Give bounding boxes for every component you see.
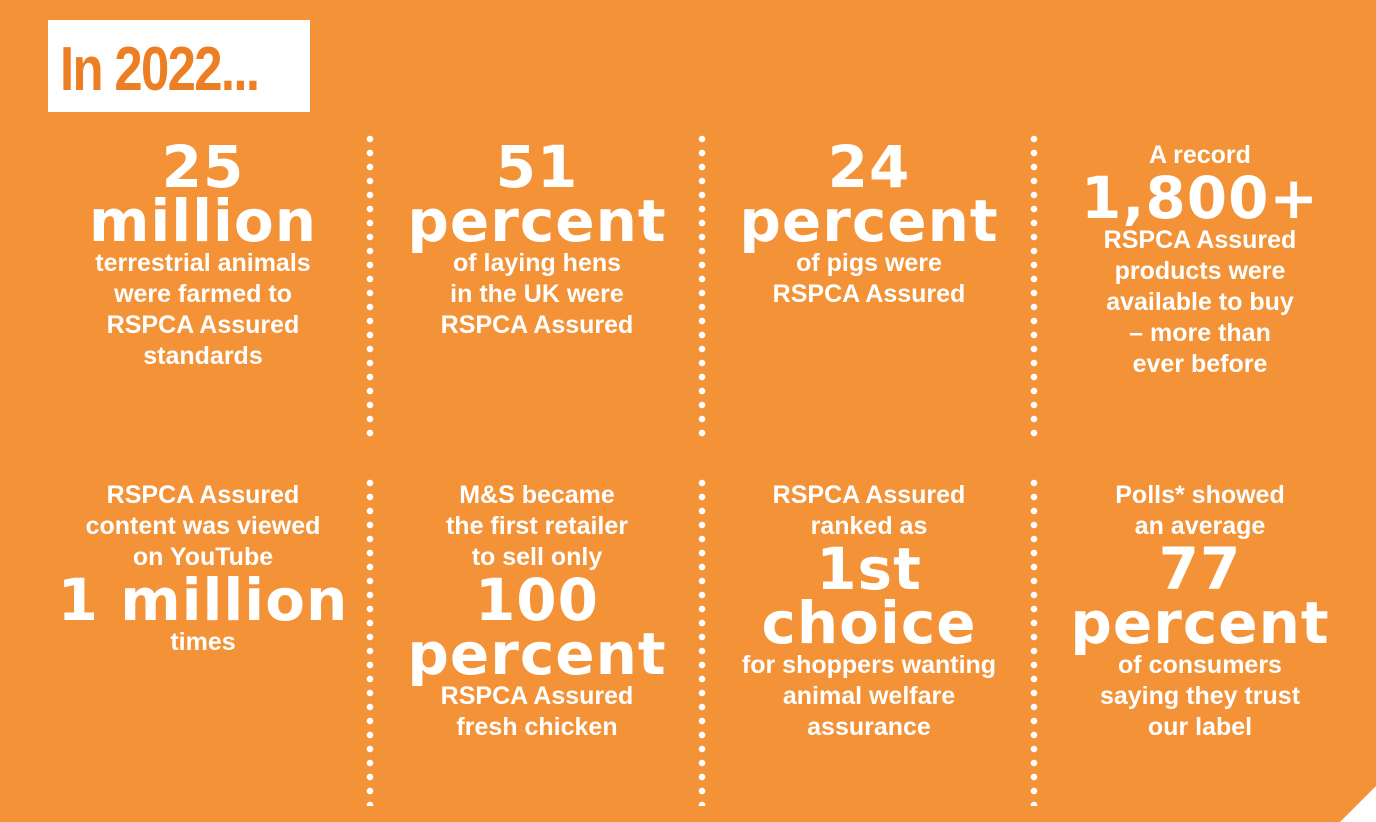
stat-caption: RSPCA Assured	[1103, 226, 1297, 254]
stat-intro: on YouTube	[132, 543, 274, 571]
stat-cell: RSPCA Assured content was viewed on YouTub…	[38, 480, 368, 658]
stat-cell: RSPCA Assured ranked as 1st choice for shopp…	[704, 480, 1034, 743]
divider	[366, 476, 374, 806]
stat-figure: 1,800+	[1080, 164, 1320, 232]
title-box: In 2022...	[48, 20, 310, 112]
corner-cut	[1340, 786, 1376, 822]
stat-intro: Polls* showed	[1115, 481, 1285, 509]
stat-figure: percent	[407, 187, 667, 255]
stat-figure: 51	[495, 133, 579, 201]
divider	[698, 132, 706, 437]
stat-figure: percent	[407, 620, 667, 688]
stat-figure: choice	[761, 589, 977, 657]
stat-caption: RSPCA Assured	[440, 311, 634, 339]
stat-intro: to sell only	[471, 543, 603, 571]
stat-intro: A record	[1149, 141, 1251, 169]
stat-cell: 24 percent of pigs were RSPCA Assured	[704, 133, 1034, 310]
stat-caption: ever before	[1132, 350, 1268, 378]
stat-caption: fresh chicken	[456, 713, 618, 741]
stat-intro: RSPCA Assured	[772, 481, 966, 509]
stat-cell: M&S became the first retailer to sell only…	[372, 480, 702, 743]
stat-caption: products were	[1114, 257, 1286, 285]
stat-cell: A record 1,800+ RSPCA Assured products were…	[1035, 140, 1365, 380]
stat-figure: million	[88, 187, 318, 255]
divider	[1030, 132, 1038, 437]
stat-cell: 25 million terrestrial animals were farmed …	[38, 133, 368, 372]
stat-caption: times	[170, 628, 236, 656]
stat-caption: standards	[143, 342, 263, 370]
stat-figure: 77	[1158, 535, 1242, 603]
stat-caption: for shoppers wanting	[741, 651, 997, 679]
divider	[698, 476, 706, 806]
stat-cell: Polls* showed an average 77 percent of consu…	[1035, 480, 1365, 743]
divider	[1030, 476, 1038, 806]
stat-caption: saying they trust	[1099, 682, 1301, 710]
stat-caption: RSPCA Assured	[772, 280, 966, 308]
stat-caption: of pigs were	[796, 249, 942, 277]
divider	[366, 132, 374, 437]
stat-figure: percent	[1070, 589, 1330, 657]
stat-caption: were farmed to	[114, 280, 292, 308]
stat-caption: terrestrial animals	[95, 249, 311, 277]
stat-figure: percent	[739, 187, 999, 255]
stat-caption: of laying hens	[452, 249, 622, 277]
stat-figure: 100	[474, 566, 600, 634]
stat-caption: animal welfare	[782, 682, 956, 710]
stat-intro: M&S became	[459, 481, 615, 509]
stat-caption: RSPCA Assured	[440, 682, 634, 710]
stat-intro: RSPCA Assured	[106, 481, 300, 509]
stat-caption: – more than	[1129, 319, 1271, 347]
stat-caption: assurance	[807, 713, 931, 741]
stat-caption: of consumers	[1118, 651, 1282, 679]
stat-cell: 51 percent of laying hens in the UK were RSP…	[372, 133, 702, 341]
title: In 2022...	[60, 35, 260, 104]
stat-intro: content was viewed	[85, 512, 321, 540]
stat-caption: RSPCA Assured	[106, 311, 300, 339]
stat-figure: 24	[827, 133, 911, 201]
stat-intro: an average	[1134, 512, 1266, 540]
stat-figure: 1 million	[57, 566, 349, 634]
stat-caption: our label	[1147, 713, 1253, 741]
stat-figure: 1st	[816, 535, 922, 603]
stat-figure: 25	[161, 133, 245, 201]
stat-intro: the first retailer	[445, 512, 628, 540]
stat-caption: in the UK were	[450, 280, 624, 308]
stat-intro: ranked as	[810, 512, 928, 540]
stat-caption: available to buy	[1106, 288, 1294, 316]
